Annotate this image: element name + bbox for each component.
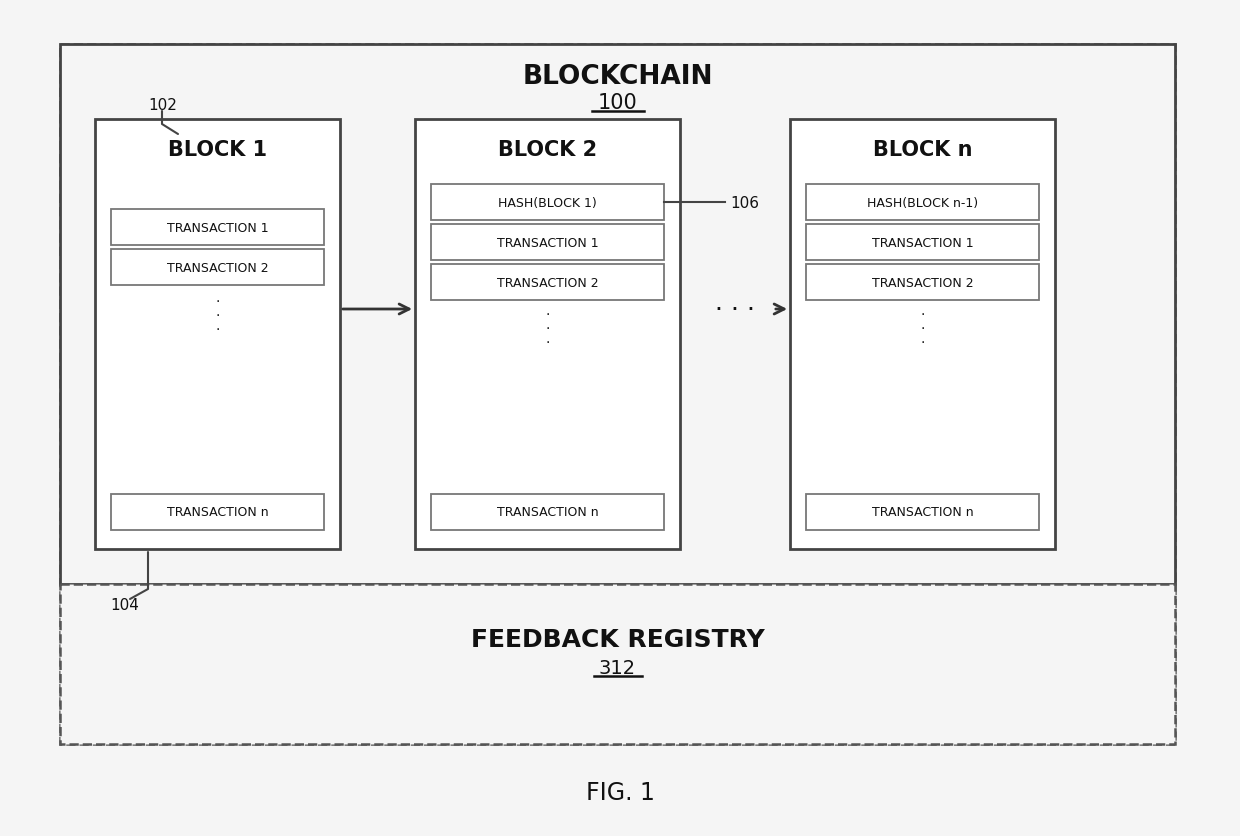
Bar [432,265,663,301]
Text: TRANSACTION 1: TRANSACTION 1 [166,222,268,234]
Text: BLOCK n: BLOCK n [873,140,972,160]
Bar [432,225,663,261]
Text: TRANSACTION 2: TRANSACTION 2 [872,276,973,289]
Text: TRANSACTION 2: TRANSACTION 2 [166,261,268,274]
Text: 104: 104 [110,597,139,612]
Text: ·: · [546,322,549,335]
Bar [806,265,1039,301]
Bar [112,494,324,530]
Text: BLOCK 1: BLOCK 1 [167,140,267,160]
Bar [95,120,340,549]
Text: TRANSACTION n: TRANSACTION n [166,506,268,519]
Text: BLOCKCHAIN: BLOCKCHAIN [522,64,713,90]
Text: TRANSACTION 1: TRANSACTION 1 [872,237,973,249]
Text: ·: · [216,323,219,337]
Bar [415,120,680,549]
Text: FEEDBACK REGISTRY: FEEDBACK REGISTRY [471,627,764,651]
Text: ·: · [920,335,925,349]
Text: ·: · [920,322,925,335]
Bar [112,250,324,286]
Text: ·: · [546,335,549,349]
Text: 106: 106 [730,196,759,210]
Text: 100: 100 [598,93,637,113]
Text: HASH(BLOCK n-1): HASH(BLOCK n-1) [867,196,978,209]
Text: HASH(BLOCK 1): HASH(BLOCK 1) [498,196,596,209]
Text: ·: · [216,308,219,323]
Bar [432,494,663,530]
Text: BLOCK 2: BLOCK 2 [498,140,598,160]
Bar [60,45,1176,744]
Text: · · ·: · · · [715,298,755,322]
Text: 312: 312 [599,658,636,676]
Text: TRANSACTION 2: TRANSACTION 2 [497,276,599,289]
Bar [806,185,1039,221]
Bar [60,45,1176,584]
Text: FIG. 1: FIG. 1 [585,780,655,804]
Bar [60,584,1176,744]
Text: ·: · [920,308,925,322]
Text: ·: · [546,308,549,322]
Text: ·: · [216,294,219,308]
Text: 102: 102 [148,97,177,112]
Text: TRANSACTION 1: TRANSACTION 1 [497,237,599,249]
Bar [112,210,324,246]
Bar [806,225,1039,261]
Bar [790,120,1055,549]
Text: TRANSACTION n: TRANSACTION n [497,506,599,519]
Bar [806,494,1039,530]
Text: TRANSACTION n: TRANSACTION n [872,506,973,519]
Bar [432,185,663,221]
